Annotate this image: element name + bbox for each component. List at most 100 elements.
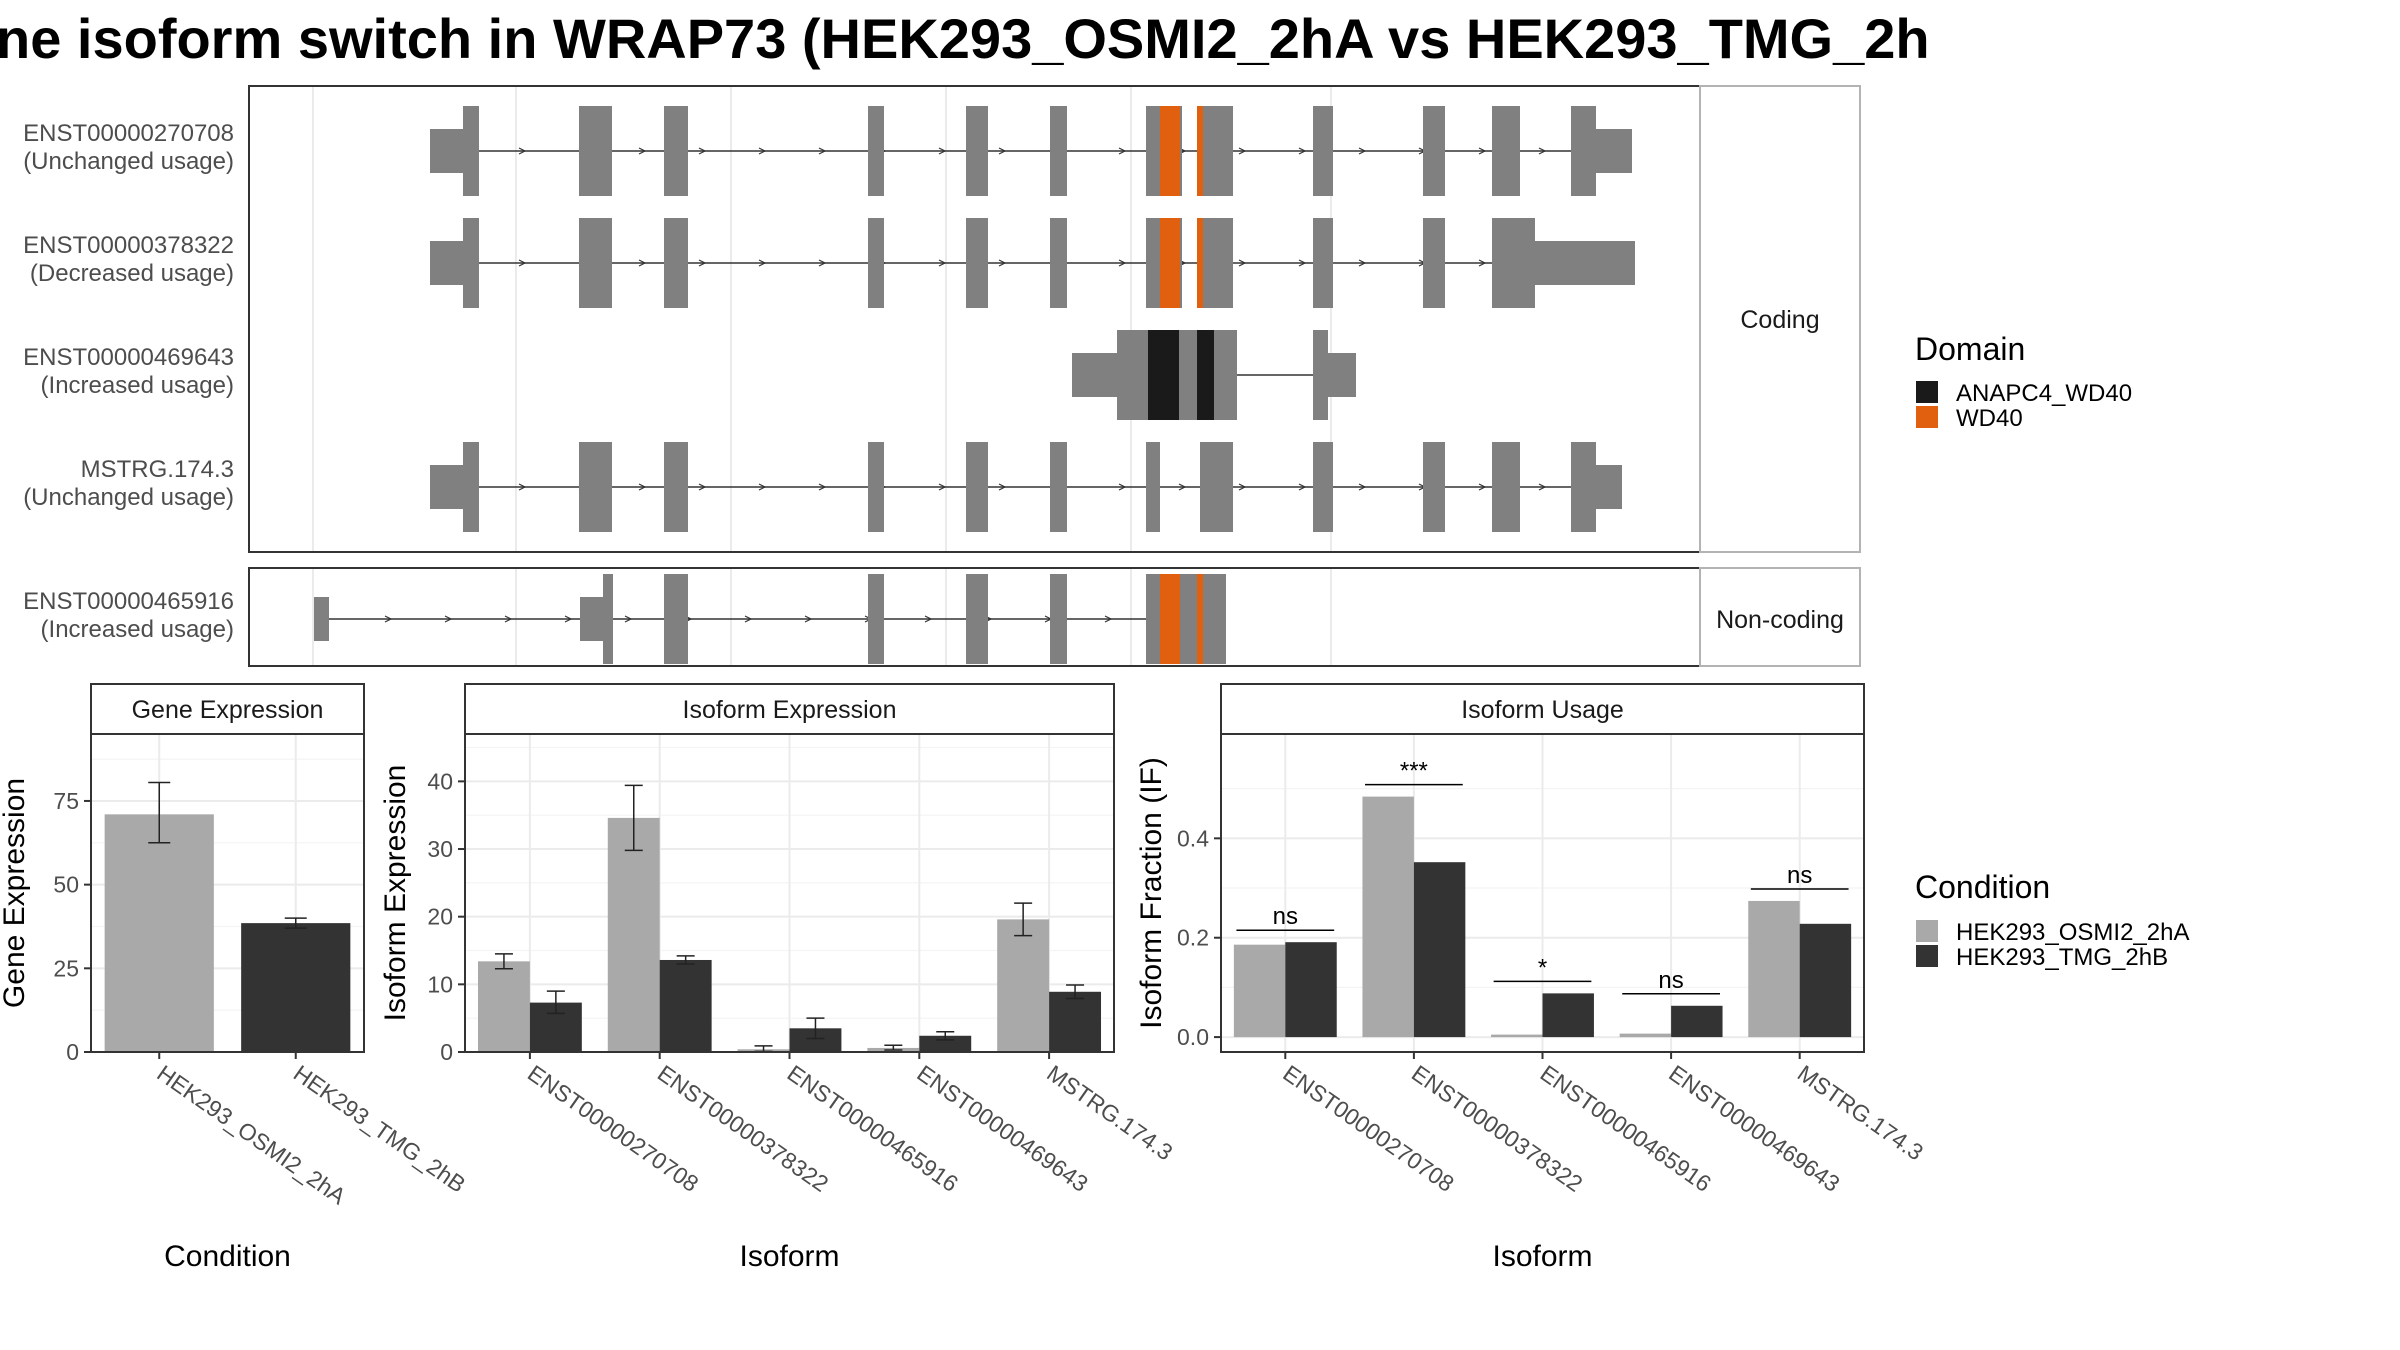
transcript-usage-label: (Unchanged usage)	[23, 484, 234, 511]
transcript-id-label: ENST00000469643	[23, 344, 234, 371]
transcript-structure-panel: CodingNon-codingENST00000270708(Unchange…	[23, 85, 1861, 667]
strand-arrow	[1478, 259, 1487, 267]
strand-arrow	[384, 615, 393, 623]
strand-arrow	[518, 483, 527, 491]
coding-exon	[579, 218, 612, 308]
condition-legend: Condition HEK293_OSMI2_2hA HEK293_TMG_2h…	[1915, 869, 2189, 971]
strand-arrow	[1358, 147, 1367, 155]
transcript-usage-label: (Unchanged usage)	[23, 148, 234, 175]
strand-arrow	[938, 147, 947, 155]
significance-label: ns	[1787, 862, 1812, 889]
strand-arrow	[1298, 259, 1307, 267]
coding-exon	[664, 218, 688, 308]
utr-exon	[430, 241, 463, 285]
coding-exon	[966, 574, 988, 664]
strand-arrow	[698, 483, 707, 491]
domain-block-wd40	[1197, 218, 1203, 308]
strand-arrow	[758, 259, 767, 267]
strand-arrow	[938, 483, 947, 491]
coding-exon	[1050, 106, 1067, 196]
strand-arrow	[804, 615, 813, 623]
bar	[1748, 900, 1800, 1038]
panel-strip	[464, 683, 1115, 735]
y-tick-label: 10	[427, 971, 453, 997]
domain-legend: Domain ANAPC4_WD40 WD40	[1915, 331, 2132, 432]
coding-exon	[1146, 442, 1160, 532]
y-axis-title: Gene Expression	[0, 778, 31, 1008]
strand-arrow	[1238, 259, 1247, 267]
y-axis-title: Isoform Fraction (IF)	[1135, 757, 1168, 1029]
strand-arrow	[1298, 147, 1307, 155]
bar	[659, 959, 712, 1052]
non-coding-group-label: Non-coding	[1716, 606, 1844, 634]
domain-block-anapc4_wd40	[1197, 330, 1214, 420]
domain-block-wd40	[1197, 574, 1203, 664]
utr-exon	[1535, 241, 1635, 285]
coding-exon	[1313, 330, 1328, 420]
transcript-id-label: ENST00000465916	[23, 588, 234, 615]
coding-exon	[463, 218, 479, 308]
strand-arrow	[1358, 259, 1367, 267]
domain-legend-label-wd40: WD40	[1956, 405, 2023, 432]
transcript-row: ENST00000378322(Decreased usage)	[23, 218, 1635, 308]
y-tick-label: 0.2	[1177, 925, 1209, 951]
domain-block-wd40	[1160, 218, 1180, 308]
bar-panel-gene-expression: Gene Expression0255075HEK293_OSMI2_2hAHE…	[0, 683, 470, 1273]
y-tick-label: 0.4	[1177, 825, 1209, 851]
bar	[997, 919, 1050, 1052]
significance-label: ns	[1658, 967, 1683, 994]
coding-exon	[868, 218, 884, 308]
coding-exon	[868, 106, 884, 196]
y-tick-label: 25	[53, 955, 79, 981]
strand-arrow	[818, 259, 827, 267]
domain-block-wd40	[1197, 106, 1203, 196]
y-tick-label: 75	[53, 788, 79, 814]
domain-block-anapc4_wd40	[1148, 330, 1179, 420]
bar	[1542, 993, 1594, 1038]
utr-exon	[430, 129, 463, 173]
bar-chart-panels: Gene Expression0255075HEK293_OSMI2_2hAHE…	[0, 683, 1928, 1273]
transcript-id-label: ENST00000378322	[23, 232, 234, 259]
coding-exon	[1050, 218, 1067, 308]
coding-exon	[1200, 442, 1233, 532]
coding-exon	[603, 574, 613, 664]
bar	[1491, 1034, 1543, 1038]
strand-arrow	[638, 259, 647, 267]
utr-exon	[1072, 353, 1117, 397]
x-axis-title: Isoform	[1492, 1240, 1592, 1273]
y-tick-label: 20	[427, 904, 453, 930]
strand-arrow	[518, 259, 527, 267]
strand-arrow	[638, 483, 647, 491]
coding-exon	[664, 574, 688, 664]
significance-label: ns	[1273, 903, 1298, 930]
chart-title: ne isoform switch in WRAP73 (HEK293_OSMI…	[0, 7, 1930, 70]
panel-strip-label: Isoform Expression	[683, 696, 897, 724]
coding-exon	[1313, 442, 1333, 532]
coding-exon	[1313, 218, 1333, 308]
y-tick-label: 50	[53, 872, 79, 898]
coding-exon	[1180, 330, 1197, 420]
bar-panel-isoform-expression: Isoform Expression010203040ENST000002707…	[379, 683, 1178, 1273]
strand-arrow	[758, 147, 767, 155]
coding-exon	[966, 442, 988, 532]
bar	[1799, 923, 1852, 1038]
domain-legend-swatch-wd40	[1916, 406, 1938, 428]
panel-strip-label: Gene Expression	[132, 696, 324, 724]
domain-legend-swatch-anapc4	[1916, 381, 1938, 403]
coding-exon	[579, 106, 612, 196]
coding-exon	[1492, 106, 1520, 196]
bar	[1362, 796, 1414, 1038]
strand-arrow	[998, 259, 1007, 267]
coding-group-strip	[1699, 85, 1861, 553]
strand-arrow	[758, 483, 767, 491]
coding-exon	[1050, 574, 1067, 664]
coding-exon	[1146, 574, 1226, 664]
coding-exon	[966, 218, 988, 308]
transcript-usage-label: (Decreased usage)	[30, 260, 234, 287]
y-tick-label: 0	[66, 1039, 79, 1065]
utr-exon	[1596, 465, 1622, 509]
strand-arrow	[1104, 615, 1113, 623]
transcript-id-label: MSTRG.174.3	[81, 456, 234, 483]
coding-exon	[1313, 106, 1333, 196]
